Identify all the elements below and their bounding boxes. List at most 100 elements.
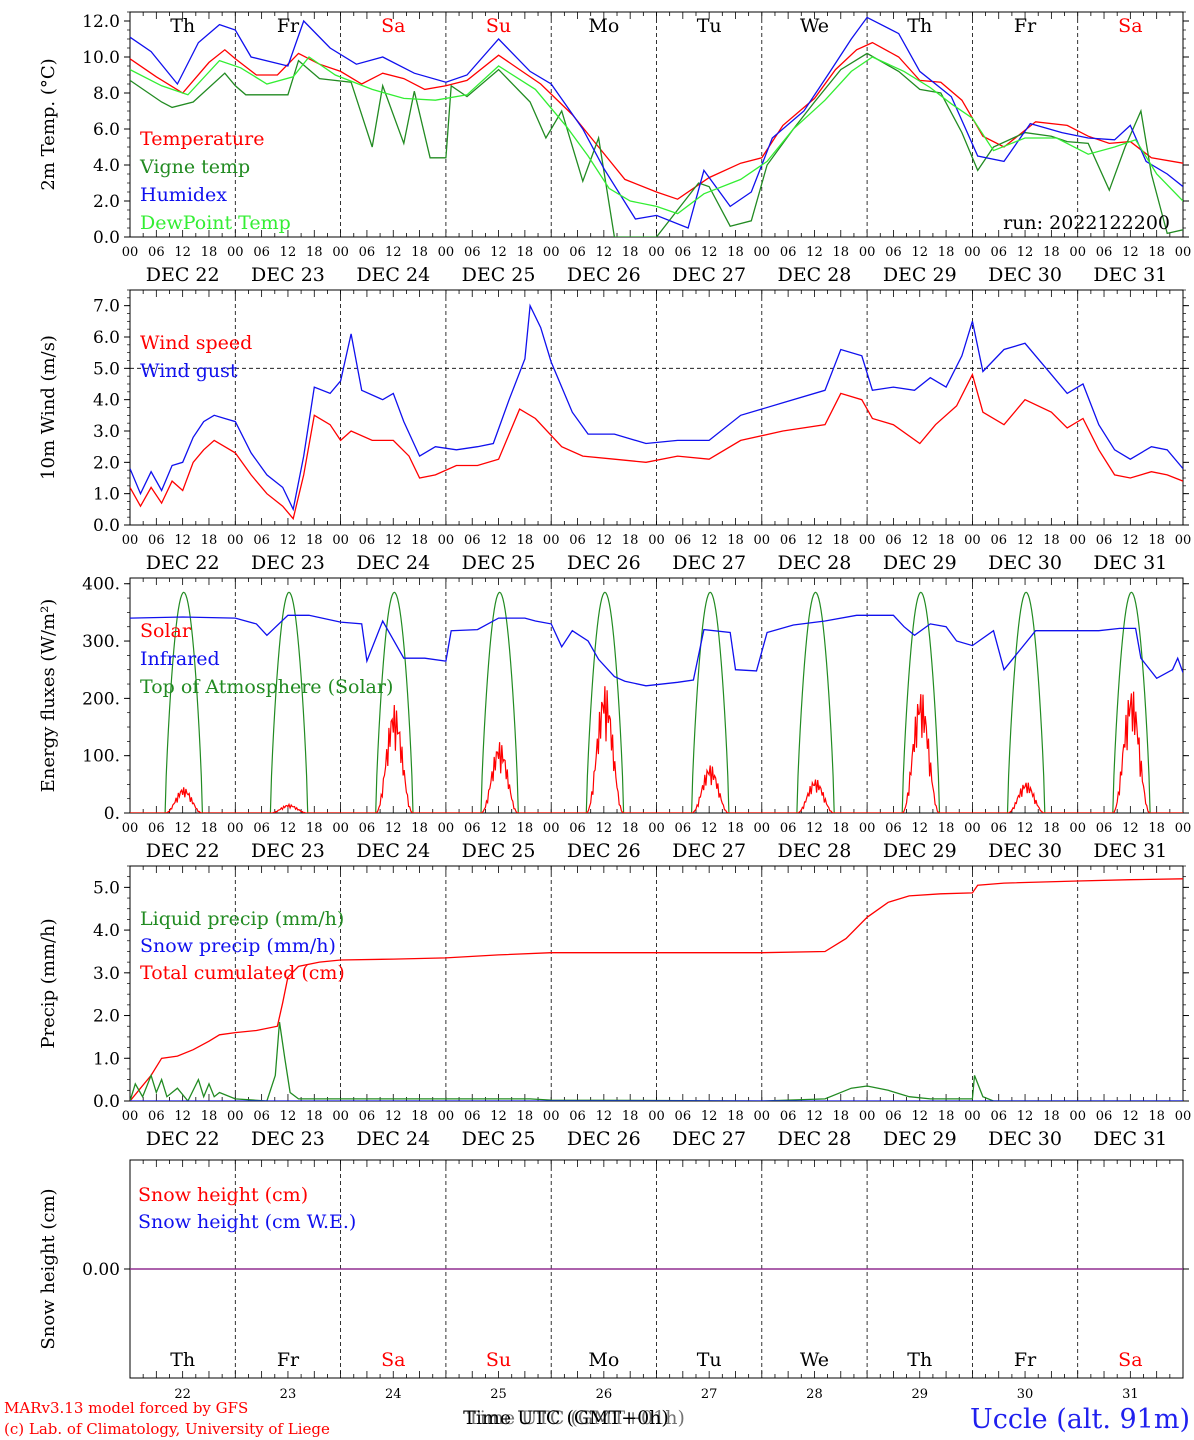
hour-label: 00 xyxy=(859,821,876,836)
hour-label: 06 xyxy=(885,245,902,260)
hour-label: 00 xyxy=(648,821,665,836)
panel-temp: 0.0 2.0 4.0 6.0 8.0 10.0 12.0 2m Temp. (°C) Th Fr… xyxy=(38,11,1191,286)
y-tick-label: 7.0 xyxy=(93,297,120,317)
y-tick-label: 6.0 xyxy=(93,120,120,140)
hour-label: 18 xyxy=(306,1109,323,1124)
date-label: DEC 25 xyxy=(462,840,536,862)
hour-label: 00 xyxy=(543,533,560,548)
date-label: DEC 30 xyxy=(988,840,1062,862)
hour-label: 18 xyxy=(517,245,534,260)
y-tick-label: 8.0 xyxy=(93,84,120,104)
series-dewpoint-temp xyxy=(130,56,1183,215)
date-label: DEC 30 xyxy=(988,1128,1062,1150)
y-tick-label: 400. xyxy=(82,575,120,595)
hour-label: 12 xyxy=(385,533,402,548)
date-label: DEC 22 xyxy=(146,264,220,286)
y-tick-label: 5.0 xyxy=(93,878,120,898)
hour-label: 18 xyxy=(938,821,955,836)
legend-entry: Humidex xyxy=(140,184,227,206)
hour-label: 18 xyxy=(833,1109,850,1124)
hour-label: 00 xyxy=(1175,821,1192,836)
hour-label: 06 xyxy=(1096,1109,1113,1124)
hour-label: 12 xyxy=(911,821,928,836)
model-credit: MARv3.13 model forced by GFS xyxy=(4,1399,248,1417)
y-axis-label: Energy fluxes (W/m²) xyxy=(38,599,59,793)
hour-label: 00 xyxy=(227,821,244,836)
legend-entry: Wind speed xyxy=(140,332,252,354)
y-tick-label: 5.0 xyxy=(93,359,120,379)
hour-label: 06 xyxy=(359,1109,376,1124)
hour-label: 12 xyxy=(596,821,613,836)
series-solar xyxy=(130,686,1183,813)
hour-label: 18 xyxy=(201,245,218,260)
hour-label: 12 xyxy=(1122,533,1139,548)
hour-label: 06 xyxy=(990,821,1007,836)
hour-label: 18 xyxy=(938,533,955,548)
legend-entry: Infrared xyxy=(140,648,220,670)
hour-label: 18 xyxy=(517,1109,534,1124)
series-humidex xyxy=(130,16,1183,229)
day-number: 31 xyxy=(1122,1387,1139,1402)
hour-label: 12 xyxy=(385,1109,402,1124)
legend-entry: Temperature xyxy=(140,128,264,150)
hour-label: 18 xyxy=(517,821,534,836)
hour-label: 00 xyxy=(859,245,876,260)
hour-label: 18 xyxy=(411,1109,428,1124)
legend-entry: Liquid precip (mm/h) xyxy=(140,908,344,930)
y-tick-label: 4.0 xyxy=(93,391,120,411)
series-infrared xyxy=(130,614,1183,687)
hour-label: 12 xyxy=(385,821,402,836)
hour-label: 12 xyxy=(1122,1109,1139,1124)
hour-label: 18 xyxy=(1043,1109,1060,1124)
hour-label: 12 xyxy=(911,1109,928,1124)
hour-label: 18 xyxy=(411,533,428,548)
hour-label: 12 xyxy=(596,1109,613,1124)
time-axis-label: Time UTC (GMT+0h) xyxy=(463,1407,669,1429)
hour-label: 12 xyxy=(701,1109,718,1124)
hour-label: 06 xyxy=(990,1109,1007,1124)
hour-label: 06 xyxy=(780,533,797,548)
legend-entry: Total cumulated (cm) xyxy=(140,962,345,984)
y-tick-label: 100. xyxy=(82,747,120,767)
hour-label: 06 xyxy=(780,245,797,260)
weekday-label: Sa xyxy=(381,1349,405,1371)
hour-label: 00 xyxy=(859,1109,876,1124)
day-number: 22 xyxy=(174,1387,191,1402)
hour-label: 12 xyxy=(1122,245,1139,260)
hour-label: 00 xyxy=(438,533,455,548)
hour-label: 00 xyxy=(332,1109,349,1124)
date-label: DEC 30 xyxy=(988,552,1062,574)
hour-label: 00 xyxy=(754,1109,771,1124)
hour-label: 18 xyxy=(833,533,850,548)
hour-label: 06 xyxy=(885,533,902,548)
hour-label: 00 xyxy=(964,533,981,548)
hour-label: 06 xyxy=(148,533,165,548)
date-label: DEC 29 xyxy=(883,552,957,574)
hour-label: 00 xyxy=(122,533,139,548)
hour-label: 06 xyxy=(148,245,165,260)
hour-label: 00 xyxy=(754,245,771,260)
hour-label: 12 xyxy=(1017,533,1034,548)
series-wind-speed xyxy=(130,372,1183,521)
date-label: DEC 31 xyxy=(1093,552,1167,574)
footer: MARv3.13 model forced by GFS (c) Lab. of… xyxy=(4,1399,1190,1438)
y-tick-label: 200. xyxy=(82,689,120,709)
date-label: DEC 29 xyxy=(883,1128,957,1150)
hour-label: 06 xyxy=(359,245,376,260)
hour-label: 00 xyxy=(438,245,455,260)
date-label: DEC 27 xyxy=(672,1128,746,1150)
date-label: DEC 31 xyxy=(1093,1128,1167,1150)
hour-label: 00 xyxy=(648,245,665,260)
weekday-label: Sa xyxy=(381,15,405,37)
weekday-label: Tu xyxy=(697,1349,722,1371)
series-group xyxy=(130,16,1183,237)
hour-label: 06 xyxy=(675,1109,692,1124)
hour-label: 06 xyxy=(253,821,270,836)
hour-label: 00 xyxy=(859,533,876,548)
hour-label: 18 xyxy=(1043,533,1060,548)
hour-label: 06 xyxy=(569,533,586,548)
legend-entry: Top of Atmosphere (Solar) xyxy=(140,676,393,698)
y-tick-label: 10.0 xyxy=(82,48,120,68)
series-liquid-precip-mm-h xyxy=(130,1021,1183,1101)
